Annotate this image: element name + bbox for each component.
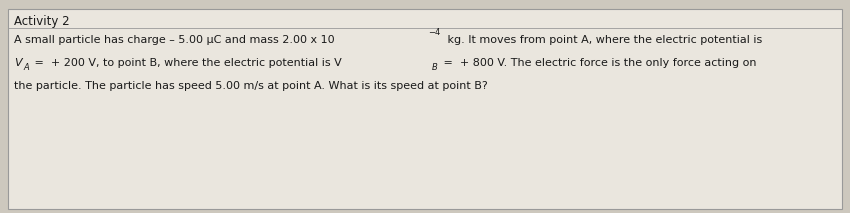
Text: =  + 800 V. The electric force is the only force acting on: = + 800 V. The electric force is the onl…	[439, 58, 756, 68]
Text: =  + 200 V, to point B, where the electric potential is V: = + 200 V, to point B, where the electri…	[31, 58, 342, 68]
Text: V: V	[14, 58, 21, 68]
Text: A: A	[24, 63, 30, 72]
Text: the particle. The particle has speed 5.00 m/s at point A. What is its speed at p: the particle. The particle has speed 5.0…	[14, 81, 488, 91]
Text: Activity 2: Activity 2	[14, 15, 70, 28]
Text: A small particle has charge – 5.00 μC and mass 2.00 x 10: A small particle has charge – 5.00 μC an…	[14, 35, 335, 45]
Text: −4: −4	[428, 28, 440, 37]
Text: B: B	[433, 63, 438, 72]
FancyBboxPatch shape	[8, 9, 842, 209]
Text: kg. It moves from point A, where the electric potential is: kg. It moves from point A, where the ele…	[444, 35, 762, 45]
